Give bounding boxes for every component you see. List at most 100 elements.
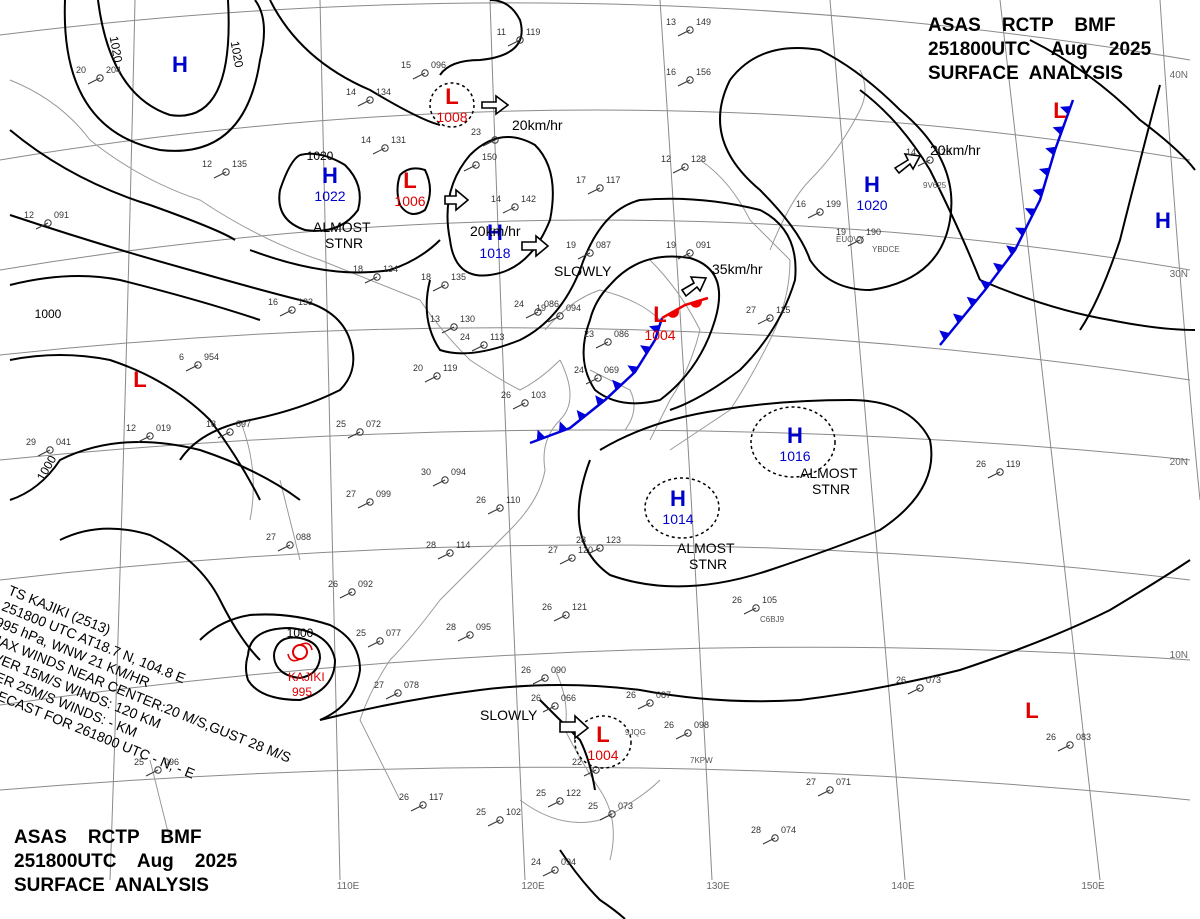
station-pressure: 091 xyxy=(54,210,69,220)
station-temperature: 25 xyxy=(336,419,346,429)
station-temperature: 19 xyxy=(566,240,576,250)
station-pressure: 103 xyxy=(531,390,546,400)
wind-barb xyxy=(595,341,609,349)
station-temperature: 16 xyxy=(666,67,676,77)
station-pressure: 066 xyxy=(561,693,576,703)
longitude-label: 110E xyxy=(337,881,360,892)
motion-arrow xyxy=(559,714,590,740)
wind-barb xyxy=(907,687,921,695)
cold-front-triangle xyxy=(648,324,660,334)
wind-barb xyxy=(807,211,821,219)
station-pressure: 117 xyxy=(429,792,443,802)
station-circle xyxy=(926,156,934,164)
station-pressure: 131 xyxy=(391,135,406,145)
high-pressure-center: H xyxy=(322,163,338,188)
wind-barb xyxy=(637,702,651,710)
station-temperature: 27 xyxy=(266,532,276,542)
wind-barb xyxy=(367,640,381,648)
header-line-3: SURFACE ANALYSIS xyxy=(928,63,1123,84)
wind-barb xyxy=(145,769,159,777)
wind-barb xyxy=(357,501,371,509)
center-pressure-value: 1014 xyxy=(662,511,693,527)
station-pressure: 073 xyxy=(926,675,941,685)
wind-barb xyxy=(137,435,151,443)
station-circle xyxy=(681,163,689,171)
cold-front-triangle xyxy=(1015,227,1026,237)
station-temperature: 24 xyxy=(460,332,470,342)
ship-id: 9JQG xyxy=(625,728,646,737)
station-circle xyxy=(446,549,454,557)
wind-barb xyxy=(1057,744,1071,752)
station-pressure: 088 xyxy=(296,532,311,542)
station-pressure: 090 xyxy=(551,665,566,675)
station-circle xyxy=(516,36,524,44)
station-temperature: 20 xyxy=(413,363,423,373)
cold-front-triangle xyxy=(1032,188,1044,198)
wind-barb xyxy=(482,139,496,147)
station-pressure: 102 xyxy=(506,807,521,817)
station-pressure: 114 xyxy=(456,540,470,550)
station-circle xyxy=(608,810,616,818)
header-line-1: ASAS RCTP BMF xyxy=(928,15,1116,36)
station-temperature: 26 xyxy=(501,390,511,400)
station-pressure: 119 xyxy=(443,363,457,373)
station-circle xyxy=(684,729,692,737)
station-temperature: 26 xyxy=(976,459,986,469)
station-temperature: 25 xyxy=(134,757,144,767)
center-pressure-value: 1018 xyxy=(479,245,510,261)
wind-barb xyxy=(432,479,446,487)
station-pressure: 119 xyxy=(1006,459,1020,469)
station-circle xyxy=(96,74,104,82)
header-top: ASAS RCTP BMF 251800UTC Aug 2025 SURFACE A… xyxy=(928,14,1151,86)
latitude-label: 10N xyxy=(1170,650,1188,661)
typhoon-pressure: 995 xyxy=(292,685,312,699)
wind-barb xyxy=(385,692,399,700)
station-circle xyxy=(286,541,294,549)
low-pressure-center: L xyxy=(1025,698,1038,723)
station-circle xyxy=(816,208,824,216)
wind-barb xyxy=(917,159,931,167)
header-line-3: SURFACE ANALYSIS xyxy=(14,875,209,896)
wind-barb xyxy=(424,375,438,383)
wind-barb xyxy=(512,402,526,410)
station-temperature: 18 xyxy=(421,272,431,282)
cold-front-triangle xyxy=(939,330,950,341)
high-pressure-center: H xyxy=(172,52,188,77)
wind-barb xyxy=(847,239,861,247)
wind-barb xyxy=(757,317,771,325)
station-temperature: 26 xyxy=(476,495,486,505)
motion-arrows xyxy=(444,94,922,740)
station-pressure: 123 xyxy=(606,535,621,545)
station-temperature: 23 xyxy=(584,329,594,339)
center-pressure-value: 1008 xyxy=(436,109,467,125)
wind-barb xyxy=(277,544,291,552)
station-temperature: 28 xyxy=(576,535,586,545)
header-line-2: 251800UTC Aug 2025 xyxy=(14,851,238,872)
station-temperature: 13 xyxy=(666,17,676,27)
station-circle xyxy=(686,26,694,34)
station-circle xyxy=(46,446,54,454)
station-pressure: 122 xyxy=(566,788,581,798)
high-pressure-center: H xyxy=(787,423,803,448)
station-circle xyxy=(348,588,356,596)
station-temperature: 28 xyxy=(426,540,436,550)
station-pressure: 019 xyxy=(156,423,171,433)
high-pressure-center: H xyxy=(864,172,880,197)
station-circle xyxy=(568,554,576,562)
wind-barb xyxy=(677,29,691,37)
station-circle xyxy=(496,816,504,824)
longitude-label: 130E xyxy=(706,881,730,892)
motion-label: 20km/hr xyxy=(512,117,563,133)
station-temperature: 27 xyxy=(374,680,384,690)
motion-arrow xyxy=(893,153,922,175)
station-circle xyxy=(752,604,760,612)
wind-barb xyxy=(583,769,597,777)
station-temperature: 26 xyxy=(732,595,742,605)
station-temperature: 26 xyxy=(542,602,552,612)
center-pressure-value: 1022 xyxy=(314,188,345,204)
station-pressure: 083 xyxy=(1076,732,1091,742)
station-temperature: 28 xyxy=(446,622,456,632)
latitude-label: 20N xyxy=(1170,457,1188,468)
low-pressure-center: L xyxy=(596,722,609,747)
pressure-centers: HL1008H1022L1006H1018L1004H1020HLH1016H1… xyxy=(133,52,1171,763)
